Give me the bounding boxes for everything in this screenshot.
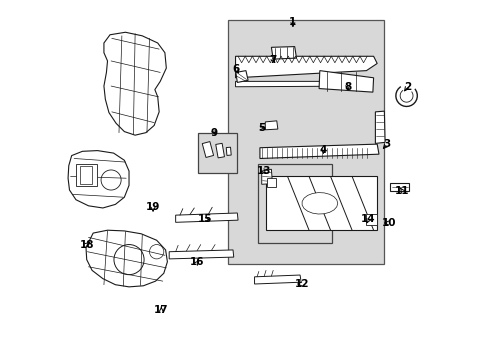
- Text: 15: 15: [198, 215, 212, 224]
- Text: 19: 19: [145, 202, 160, 212]
- Polygon shape: [86, 230, 167, 287]
- Polygon shape: [302, 193, 337, 214]
- Polygon shape: [80, 166, 92, 184]
- Polygon shape: [175, 213, 238, 222]
- Bar: [198, 134, 237, 173]
- Polygon shape: [76, 164, 97, 186]
- Text: 5: 5: [258, 123, 265, 133]
- Polygon shape: [104, 32, 166, 135]
- Polygon shape: [226, 147, 231, 156]
- Text: 4: 4: [319, 144, 326, 154]
- Text: 11: 11: [394, 186, 409, 196]
- Polygon shape: [169, 250, 233, 259]
- Polygon shape: [68, 150, 129, 208]
- Polygon shape: [235, 81, 371, 87]
- Polygon shape: [235, 71, 247, 82]
- Text: 9: 9: [210, 128, 218, 138]
- Polygon shape: [366, 214, 376, 225]
- Polygon shape: [265, 121, 277, 130]
- Text: 14: 14: [361, 215, 375, 224]
- Polygon shape: [235, 56, 376, 78]
- Polygon shape: [389, 183, 408, 191]
- Text: 3: 3: [383, 139, 390, 149]
- Text: 17: 17: [154, 305, 168, 315]
- Polygon shape: [265, 176, 376, 230]
- Polygon shape: [271, 46, 296, 59]
- Text: 10: 10: [381, 218, 395, 228]
- Polygon shape: [266, 179, 275, 187]
- Polygon shape: [260, 144, 378, 158]
- Text: 6: 6: [231, 64, 239, 74]
- Bar: [228, 21, 384, 264]
- Polygon shape: [254, 275, 301, 284]
- Text: 1: 1: [289, 17, 296, 27]
- Text: 18: 18: [79, 239, 94, 249]
- Text: 12: 12: [294, 279, 308, 289]
- Polygon shape: [261, 169, 272, 184]
- Text: 13: 13: [256, 166, 270, 176]
- Text: 16: 16: [189, 257, 204, 267]
- Bar: [258, 164, 331, 243]
- Polygon shape: [215, 143, 224, 158]
- Polygon shape: [375, 111, 384, 143]
- Polygon shape: [202, 141, 213, 157]
- Text: 7: 7: [269, 55, 276, 65]
- Text: 8: 8: [344, 82, 351, 92]
- Text: 2: 2: [403, 82, 410, 92]
- Polygon shape: [319, 71, 373, 92]
